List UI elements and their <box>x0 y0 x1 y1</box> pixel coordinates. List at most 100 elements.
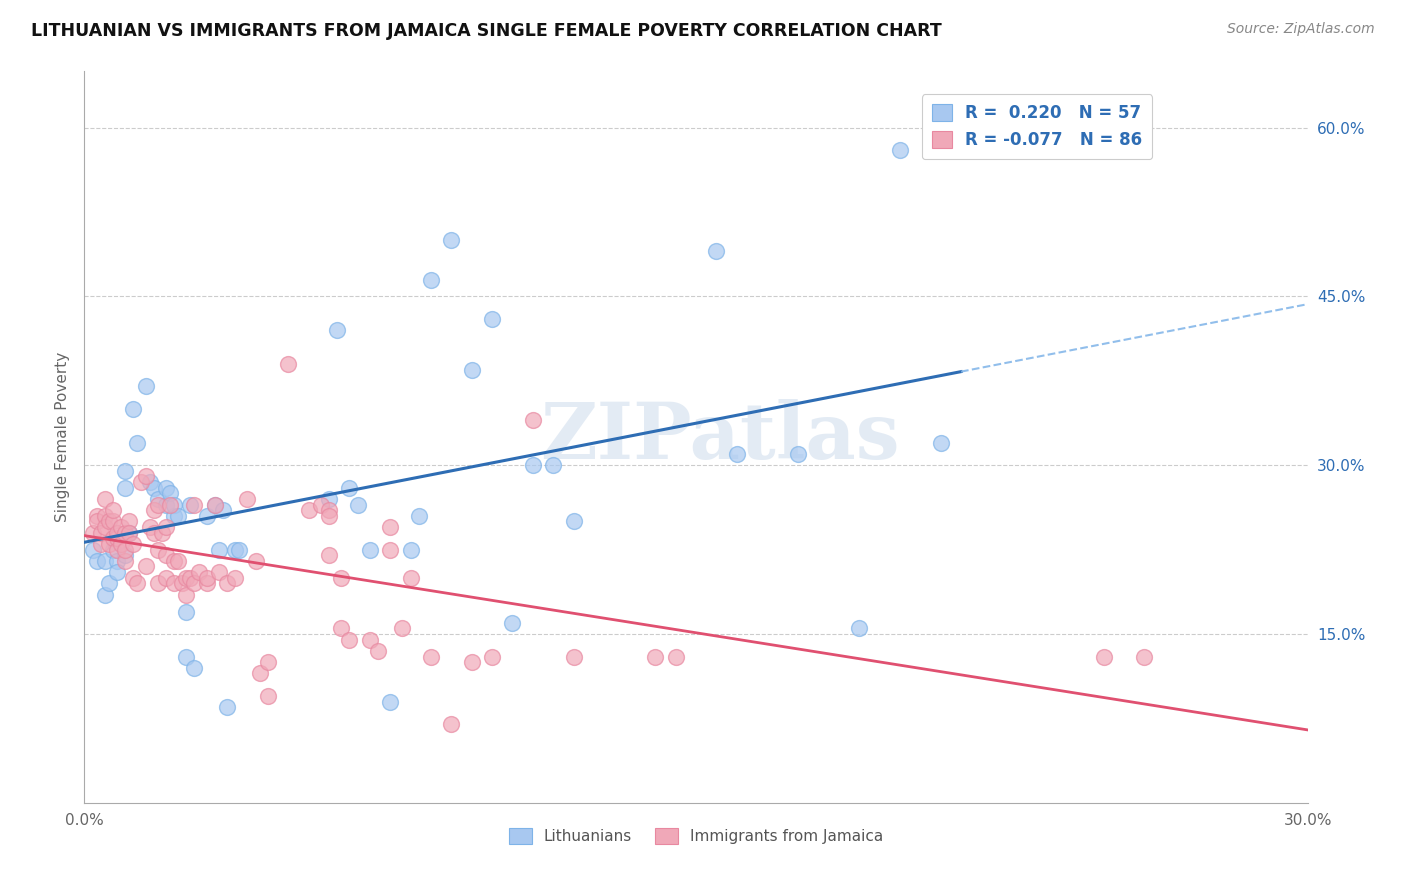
Point <box>217 700 239 714</box>
Point <box>408 508 430 523</box>
Point <box>257 655 280 669</box>
Point <box>380 542 402 557</box>
Point <box>174 571 197 585</box>
Point <box>146 542 169 557</box>
Point <box>86 554 108 568</box>
Point <box>135 559 157 574</box>
Point <box>420 272 443 286</box>
Point <box>114 464 136 478</box>
Point <box>122 401 145 416</box>
Point <box>114 554 136 568</box>
Point <box>142 525 165 540</box>
Point <box>174 588 197 602</box>
Point <box>318 548 340 562</box>
Point <box>522 458 544 473</box>
Point <box>236 491 259 506</box>
Point <box>179 571 201 585</box>
Point <box>179 498 201 512</box>
Point <box>174 649 197 664</box>
Point <box>224 542 246 557</box>
Point <box>787 447 810 461</box>
Point <box>146 491 169 506</box>
Point <box>224 571 246 585</box>
Point <box>440 717 463 731</box>
Point <box>163 576 186 591</box>
Point <box>522 413 544 427</box>
Point <box>481 649 503 664</box>
Point <box>86 508 108 523</box>
Text: LITHUANIAN VS IMMIGRANTS FROM JAMAICA SINGLE FEMALE POVERTY CORRELATION CHART: LITHUANIAN VS IMMIGRANTS FROM JAMAICA SI… <box>31 22 942 40</box>
Point <box>167 508 190 523</box>
Point <box>380 694 402 708</box>
Point <box>110 537 132 551</box>
Point <box>562 649 585 664</box>
Point <box>889 143 911 157</box>
Point <box>167 554 190 568</box>
Point <box>97 537 120 551</box>
Point <box>339 632 361 647</box>
Point <box>131 475 153 489</box>
Point <box>298 503 321 517</box>
Point <box>122 537 145 551</box>
Point <box>318 503 340 517</box>
Point <box>217 576 239 591</box>
Point <box>195 576 218 591</box>
Point <box>929 435 952 450</box>
Point <box>105 565 128 579</box>
Point <box>142 481 165 495</box>
Point <box>183 576 205 591</box>
Point <box>562 515 585 529</box>
Point <box>183 661 205 675</box>
Y-axis label: Single Female Poverty: Single Female Poverty <box>55 352 70 522</box>
Point <box>142 503 165 517</box>
Point <box>346 498 368 512</box>
Point <box>135 379 157 393</box>
Point <box>318 508 340 523</box>
Point <box>204 498 226 512</box>
Point <box>118 525 141 540</box>
Point <box>155 520 177 534</box>
Point <box>172 576 194 591</box>
Point <box>212 503 235 517</box>
Point <box>155 498 177 512</box>
Point <box>183 498 205 512</box>
Point <box>105 554 128 568</box>
Point <box>101 542 124 557</box>
Point <box>187 565 209 579</box>
Point <box>420 649 443 664</box>
Point <box>399 571 422 585</box>
Point <box>159 486 181 500</box>
Point <box>461 655 484 669</box>
Point <box>155 548 177 562</box>
Point <box>105 542 128 557</box>
Point <box>399 542 422 557</box>
Legend: Lithuanians, Immigrants from Jamaica: Lithuanians, Immigrants from Jamaica <box>502 822 890 850</box>
Point <box>127 576 149 591</box>
Point <box>93 508 115 523</box>
Point <box>114 548 136 562</box>
Point <box>245 554 267 568</box>
Point <box>101 503 124 517</box>
Point <box>318 491 340 506</box>
Point <box>122 571 145 585</box>
Point <box>127 435 149 450</box>
Point <box>135 469 157 483</box>
Point <box>118 515 141 529</box>
Point <box>146 498 169 512</box>
Point <box>481 312 503 326</box>
Point <box>150 525 173 540</box>
Point <box>163 498 186 512</box>
Point <box>330 571 353 585</box>
Point <box>97 515 120 529</box>
Text: ZIPatlas: ZIPatlas <box>541 399 900 475</box>
Point <box>228 542 250 557</box>
Point <box>706 244 728 259</box>
Point <box>114 525 136 540</box>
Point <box>339 481 361 495</box>
Point <box>82 542 104 557</box>
Point <box>114 542 136 557</box>
Point <box>114 481 136 495</box>
Point <box>644 649 666 664</box>
Point <box>380 520 402 534</box>
Point <box>110 520 132 534</box>
